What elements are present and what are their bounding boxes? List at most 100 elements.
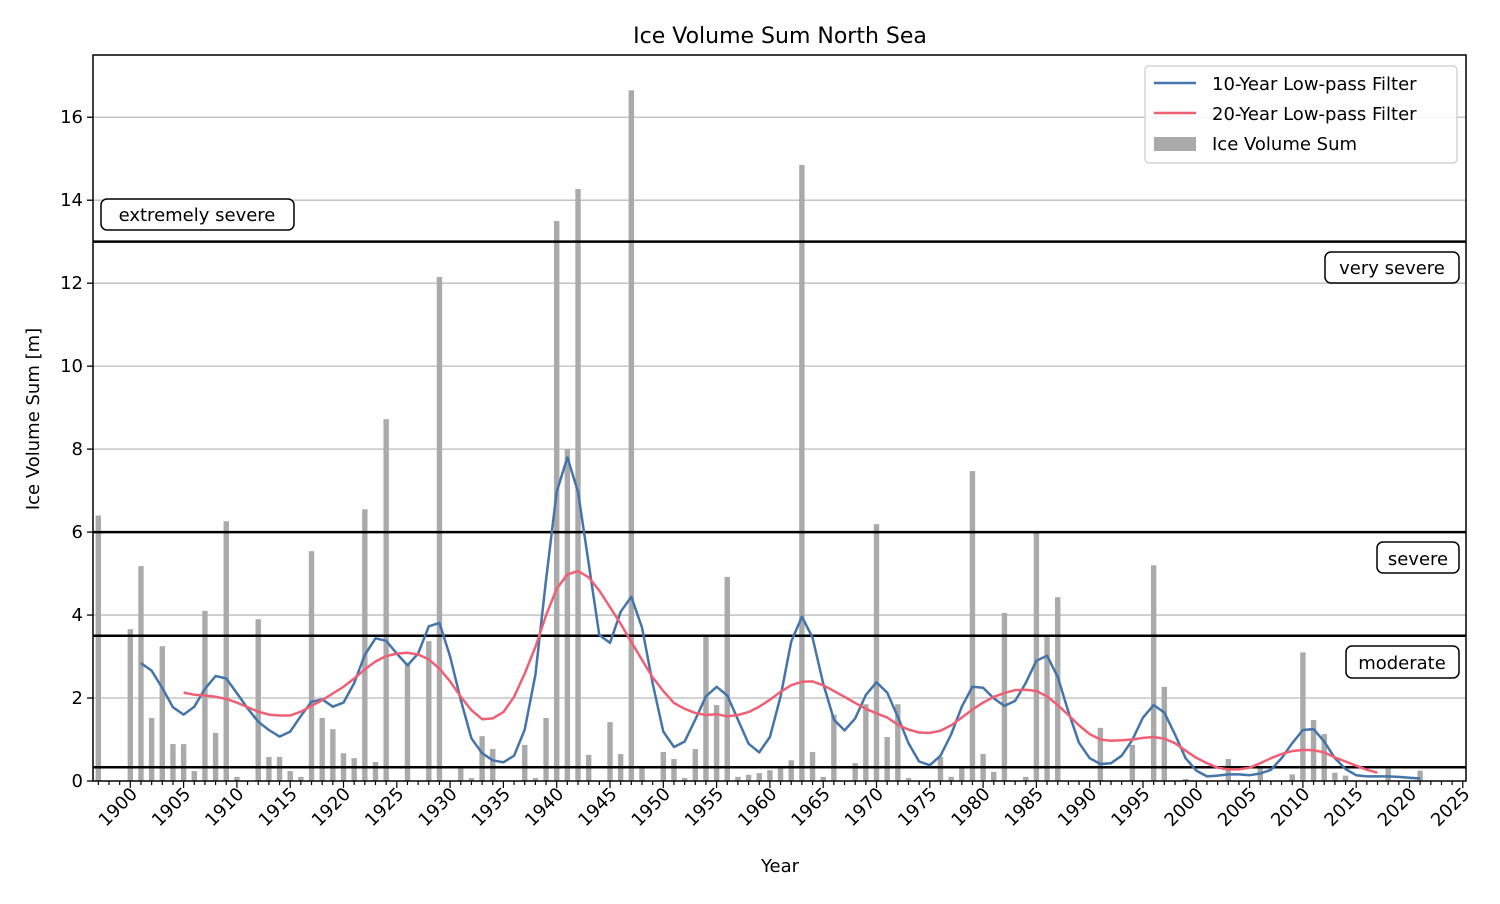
legend-label-10yr: 10-Year Low-pass Filter	[1212, 74, 1417, 95]
x-tick-label: 1935	[468, 784, 515, 831]
bar	[1342, 775, 1349, 781]
bar	[991, 771, 997, 781]
bar	[319, 717, 325, 781]
x-tick-label: 1965	[787, 784, 834, 831]
threshold-label-very-severe: very severe	[1324, 251, 1460, 284]
y-tick-label: 2	[72, 688, 83, 709]
bar	[138, 566, 144, 781]
y-tick-label: 8	[72, 439, 83, 460]
x-tick-label: 1920	[308, 784, 355, 831]
x-tick-label: 1975	[894, 784, 941, 831]
bar	[532, 778, 539, 781]
bar	[159, 646, 165, 781]
bar	[426, 641, 432, 781]
bar	[1023, 776, 1029, 781]
bar	[671, 759, 677, 781]
bar	[266, 756, 272, 781]
bar	[724, 576, 730, 781]
x-tick-label: 1960	[734, 784, 781, 831]
bar	[1150, 565, 1157, 781]
threshold-label-text: severe	[1388, 549, 1448, 570]
bar	[959, 767, 965, 781]
bar	[95, 515, 102, 781]
bar	[287, 771, 293, 781]
bar	[745, 774, 752, 781]
threshold-label-text: very severe	[1339, 258, 1445, 279]
bar	[1385, 768, 1391, 781]
line-20-year-filter	[183, 569, 1378, 774]
x-tick-label: 1925	[361, 784, 408, 831]
y-tick-label: 0	[72, 771, 83, 792]
bar	[873, 524, 880, 781]
bar	[212, 732, 219, 781]
bar	[852, 763, 858, 781]
legend-label-20yr: 20-Year Low-pass Filter	[1212, 104, 1417, 125]
y-axis: 0 2 4 6 8 10 12 14 16	[60, 107, 93, 792]
bar	[564, 449, 571, 781]
bar	[820, 776, 826, 781]
bar	[799, 164, 805, 782]
bar	[1129, 744, 1136, 781]
bar	[884, 737, 890, 781]
legend-swatch-bars	[1154, 137, 1196, 151]
filter-lines	[140, 456, 1421, 780]
threshold-label-extremely-severe: extremely severe	[100, 198, 295, 231]
plot-frame	[92, 54, 1467, 782]
gridlines	[93, 116, 1466, 699]
x-tick-label: 1950	[628, 784, 675, 831]
bar	[905, 778, 912, 781]
bar	[191, 771, 197, 781]
bar	[1044, 634, 1050, 781]
x-tick-label: 1915	[255, 784, 302, 831]
x-axis: 1900 1905 1910 1915 1920 1925 1930 1935 1940 1945…	[95, 781, 1474, 831]
bar	[948, 776, 954, 781]
x-tick-label: 1930	[414, 784, 461, 831]
threshold-lines	[93, 240, 1466, 769]
bar	[1097, 727, 1104, 781]
bar	[543, 717, 549, 781]
x-axis-label: Year	[760, 856, 800, 877]
y-tick-label: 4	[72, 605, 83, 626]
y-tick-label: 14	[60, 190, 83, 211]
x-tick-label: 2000	[1161, 784, 1208, 831]
bar	[969, 471, 976, 781]
bar	[575, 188, 581, 782]
bar	[276, 756, 283, 781]
x-tick-label: 1995	[1107, 784, 1154, 831]
bar	[703, 635, 709, 781]
bar	[170, 744, 176, 781]
x-tick-label: 1985	[1001, 784, 1048, 831]
x-tick-label: 2010	[1267, 784, 1314, 831]
bar	[308, 551, 315, 781]
bar	[330, 729, 336, 781]
bar	[692, 749, 698, 781]
x-tick-label: 1990	[1054, 784, 1101, 831]
bar	[607, 722, 613, 781]
bar	[223, 521, 229, 781]
bar	[127, 629, 134, 781]
x-tick-label: 1970	[841, 784, 888, 831]
bar	[1055, 597, 1061, 781]
bars	[95, 90, 1423, 782]
x-tick-label: 1955	[681, 784, 728, 831]
bar	[436, 276, 443, 781]
bar	[479, 736, 485, 781]
bar	[351, 758, 357, 781]
threshold-label-text: moderate	[1358, 653, 1446, 674]
threshold-label-moderate: moderate	[1345, 645, 1460, 679]
y-tick-label: 6	[72, 522, 83, 543]
x-tick-label: 1980	[947, 784, 994, 831]
y-tick-label: 10	[60, 356, 83, 377]
threshold-labels: extremely severe very severe severe mode…	[100, 198, 1460, 679]
bar	[1161, 686, 1168, 781]
y-tick-label: 16	[60, 107, 83, 128]
line-10-year-filter	[140, 456, 1421, 780]
bar	[404, 662, 411, 781]
y-axis-label: Ice Volume Sum [m]	[23, 328, 44, 510]
bar	[490, 749, 496, 781]
bar	[1001, 612, 1008, 781]
bar	[255, 619, 261, 781]
bar	[1417, 770, 1423, 781]
bar	[1300, 652, 1306, 781]
